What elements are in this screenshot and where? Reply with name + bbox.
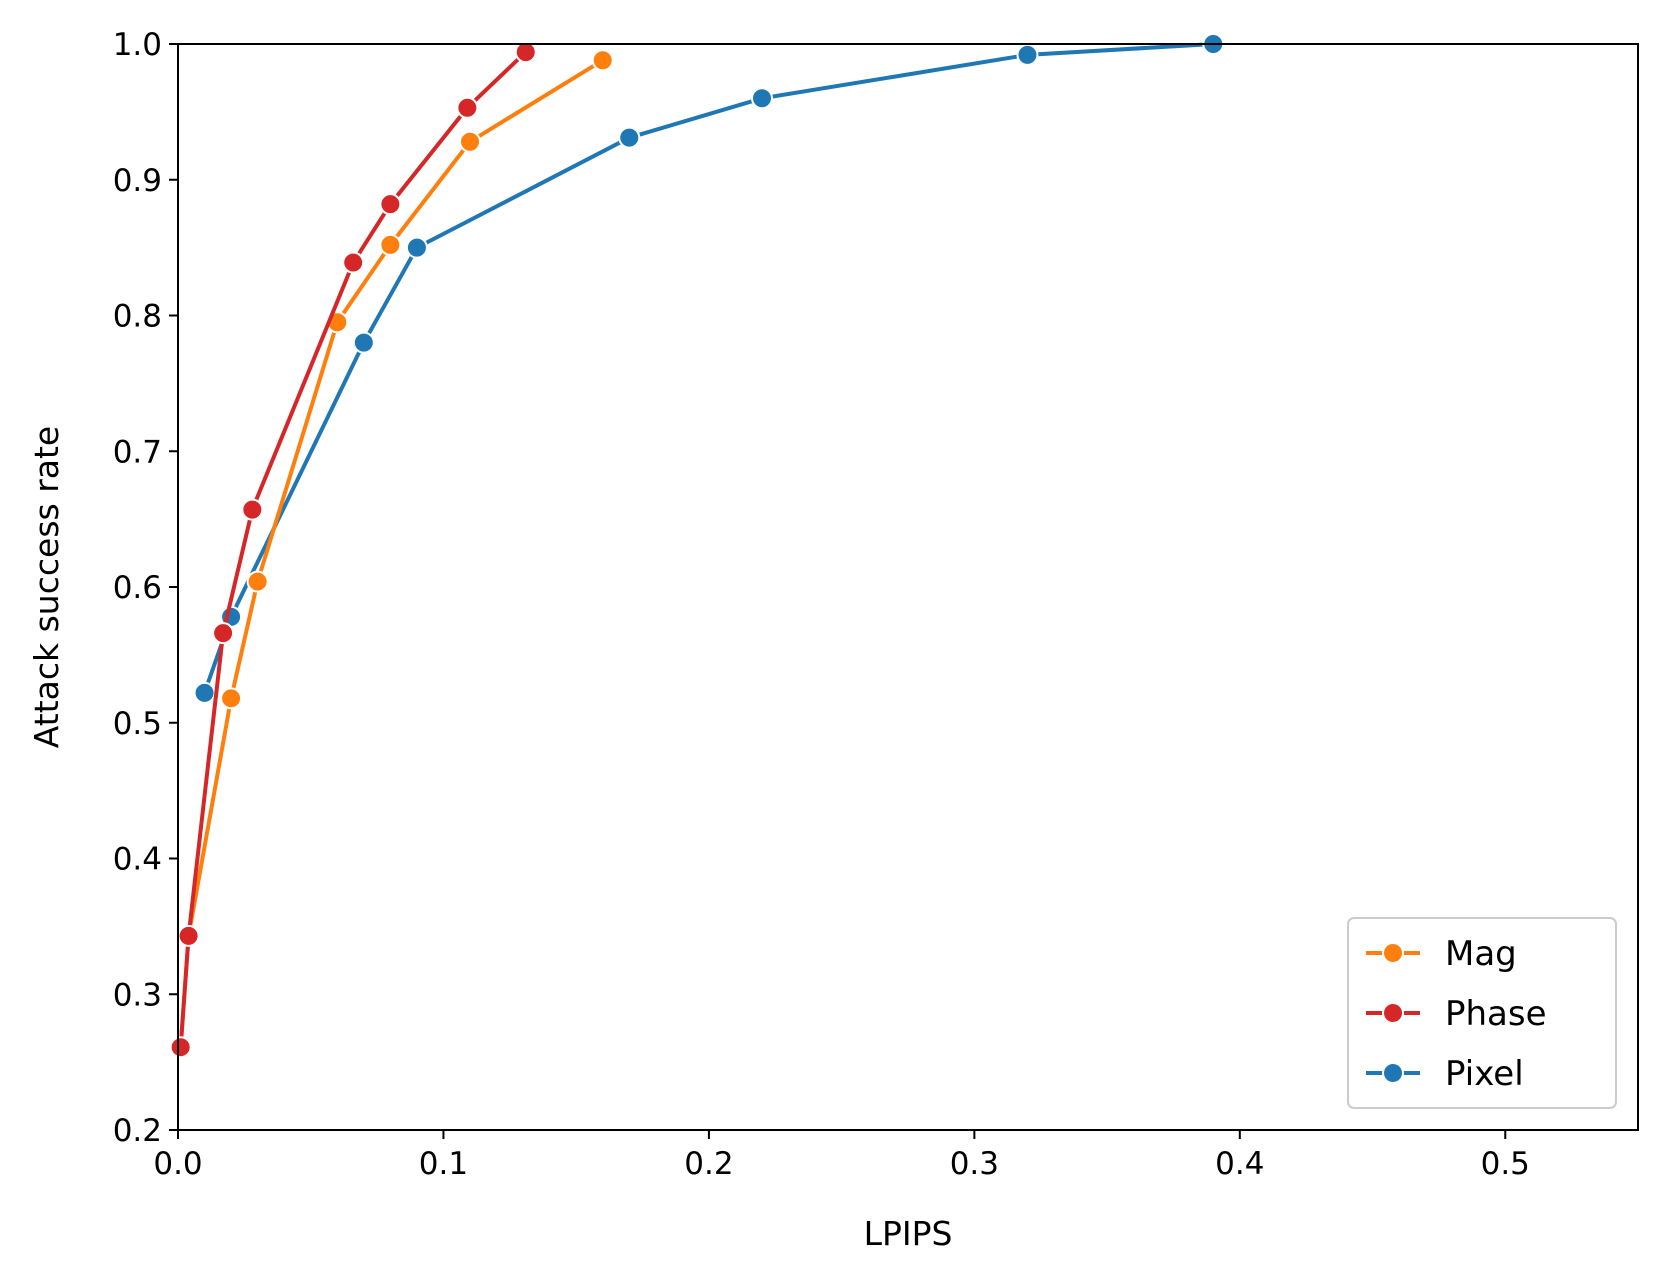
data-point-phase	[241, 498, 264, 521]
data-point-pixel	[1016, 43, 1039, 66]
series-pixel	[193, 33, 1225, 704]
series-line-phase	[178, 50, 528, 1048]
y-axis-ticks: 0.2 0.3 0.4 0.5 0.6 0.7 0.8 0.9 1.0	[113, 27, 178, 1149]
data-point-pixel	[193, 681, 216, 704]
data-point-pixel	[352, 331, 375, 354]
data-point-mag	[591, 49, 614, 72]
y-tick-label: 0.9	[113, 163, 162, 199]
data-point-phase	[177, 924, 200, 947]
data-point-phase	[456, 96, 479, 119]
y-tick-label: 0.5	[113, 706, 162, 742]
x-axis-ticks: 0.0 0.1 0.2 0.3 0.4 0.5	[153, 1130, 1530, 1182]
data-point-mag	[379, 233, 402, 256]
legend-entry-pixel: Pixel	[1366, 1054, 1524, 1094]
data-point-phase	[169, 1036, 192, 1059]
x-tick-label: 0.5	[1481, 1146, 1530, 1182]
series-layer	[169, 33, 1225, 1059]
legend-label: Phase	[1445, 994, 1547, 1034]
x-tick-label: 0.3	[950, 1146, 999, 1182]
data-point-phase	[342, 251, 365, 274]
x-tick-label: 0.0	[153, 1146, 202, 1182]
legend: Mag Phase Pixel	[1347, 917, 1617, 1109]
data-point-mag	[246, 570, 269, 593]
data-point-pixel	[405, 236, 428, 259]
data-point-phase	[514, 41, 537, 64]
y-tick-label: 0.8	[113, 299, 162, 335]
data-point-mag	[220, 687, 243, 710]
legend-swatch-marker	[1382, 1002, 1404, 1024]
y-tick-label: 0.2	[113, 1113, 162, 1149]
data-point-phase	[379, 193, 402, 216]
y-tick-label: 0.3	[113, 977, 162, 1013]
series-phase	[169, 41, 537, 1059]
legend-box	[1347, 917, 1617, 1109]
series-line-pixel	[202, 42, 1214, 694]
data-point-pixel	[618, 126, 641, 149]
data-point-pixel	[751, 87, 773, 110]
legend-swatch-marker	[1382, 942, 1404, 964]
legend-entry-mag: Mag	[1366, 934, 1517, 974]
legend-label: Mag	[1445, 934, 1517, 974]
legend-label: Pixel	[1445, 1054, 1524, 1094]
y-axis-label: Attack success rate	[27, 426, 66, 748]
y-tick-label: 0.4	[113, 842, 162, 878]
x-tick-label: 0.2	[684, 1146, 733, 1182]
data-point-mag	[459, 130, 481, 153]
x-tick-label: 0.1	[419, 1146, 468, 1182]
x-axis-label: LPIPS	[864, 1214, 953, 1253]
data-point-phase	[212, 622, 235, 645]
legend-entry-phase: Phase	[1366, 994, 1547, 1034]
legend-swatch-marker	[1382, 1062, 1404, 1084]
series-line-mag	[178, 58, 604, 1046]
y-tick-label: 0.7	[113, 434, 162, 470]
y-tick-label: 1.0	[113, 27, 162, 63]
y-tick-label: 0.6	[113, 570, 162, 606]
x-tick-label: 0.4	[1215, 1146, 1264, 1182]
